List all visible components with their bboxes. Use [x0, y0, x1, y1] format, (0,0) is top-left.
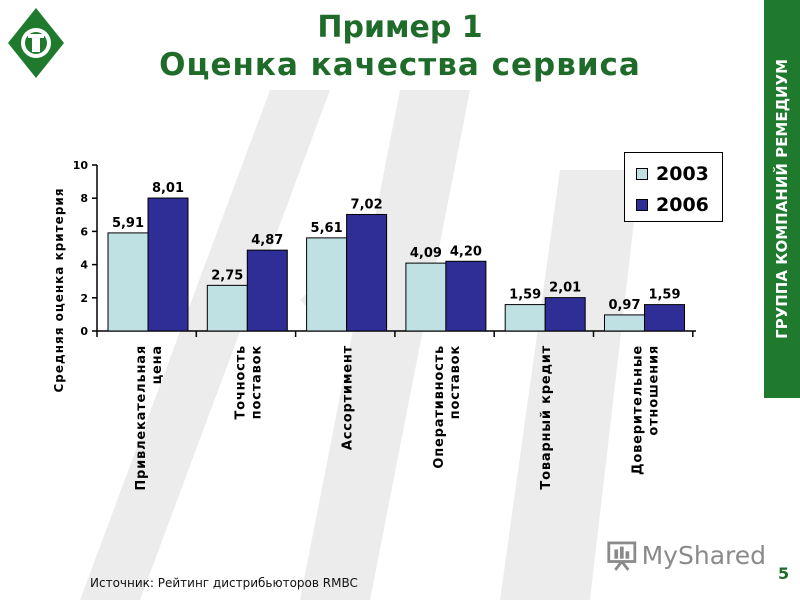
bar-2003-2: [306, 237, 348, 332]
bar-2006-3: [445, 260, 487, 332]
page-subtitle: Оценка качества сервиса: [159, 47, 641, 83]
category-label-1: поставок: [249, 345, 264, 419]
category-label-1: Точность: [233, 345, 248, 420]
data-label-2006-0: 8,01: [152, 181, 184, 196]
y-tick-label: 4: [80, 259, 88, 272]
y-tick-label: 2: [80, 292, 88, 305]
legend-label-2003: 2003: [656, 163, 709, 185]
company-logo-icon: [8, 8, 64, 78]
bar-2006-0: [147, 197, 189, 332]
bar-2003-0: [107, 232, 149, 332]
legend-swatch-2003: [636, 168, 648, 180]
y-tick-label: 0: [80, 325, 88, 338]
page-title: Пример 1: [317, 10, 483, 45]
bar-2006-1: [246, 249, 288, 332]
data-label-2006-2: 7,02: [351, 197, 383, 212]
legend-swatch-2006: [636, 199, 648, 211]
data-label-2006-3: 4,20: [450, 244, 482, 259]
data-label-2003-2: 5,61: [311, 221, 343, 236]
category-label-0: цена: [150, 345, 165, 384]
data-label-2003-5: 0,97: [608, 298, 640, 313]
title-block: Пример 1 Оценка качества сервиса: [70, 10, 730, 84]
bar-2003-1: [206, 284, 248, 332]
data-label-2003-4: 1,59: [509, 288, 541, 303]
myshared-text: MyShared: [641, 540, 766, 570]
bar-2003-5: [604, 314, 645, 332]
bar-2003-4: [504, 304, 546, 332]
data-label-2003-0: 5,91: [112, 216, 144, 231]
category-label-3: поставок: [448, 345, 463, 419]
bar-2006-5: [644, 304, 685, 332]
data-label-2006-5: 1,59: [648, 288, 680, 303]
category-label-2: Ассортимент: [341, 345, 356, 450]
bar-2006-2: [346, 213, 388, 332]
category-label-0: Привлекательная: [134, 345, 149, 491]
side-banner: [764, 0, 800, 398]
category-label-5: отношения: [647, 345, 662, 436]
chart-legend: 2003 2006: [624, 152, 723, 222]
category-label-3: Оперативность: [432, 345, 447, 469]
side-banner-text-wrap: ГРУППА КОМПАНИЙ РЕМЕДИУМ: [764, 0, 800, 398]
myshared-watermark: MyShared: [606, 536, 766, 574]
legend-item-2003: 2003: [636, 163, 709, 185]
y-tick-label: 6: [80, 225, 88, 238]
legend-label-2006: 2006: [656, 194, 709, 216]
side-banner-text: ГРУППА КОМПАНИЙ РЕМЕДИУМ: [773, 59, 791, 339]
presentation-board-icon: [607, 541, 637, 571]
bar-2006-4: [544, 297, 586, 332]
data-label-2003-3: 4,09: [410, 246, 442, 261]
data-label-2003-1: 2,75: [211, 268, 243, 283]
data-label-2006-4: 2,01: [549, 281, 581, 296]
y-tick-label: 10: [73, 159, 89, 172]
data-label-2006-1: 4,87: [251, 233, 283, 248]
page-number: 5: [778, 564, 790, 583]
y-axis-title: Средняя оценка критерия: [52, 187, 66, 392]
category-label-4: Товарный кредит: [539, 345, 554, 490]
legend-item-2006: 2006: [636, 194, 709, 216]
y-tick-label: 8: [80, 192, 88, 205]
category-label-5: Доверительные: [631, 345, 646, 475]
source-note: Источник: Рейтинг дистрибьюторов RMBC: [90, 576, 358, 590]
bar-2003-3: [405, 262, 447, 332]
